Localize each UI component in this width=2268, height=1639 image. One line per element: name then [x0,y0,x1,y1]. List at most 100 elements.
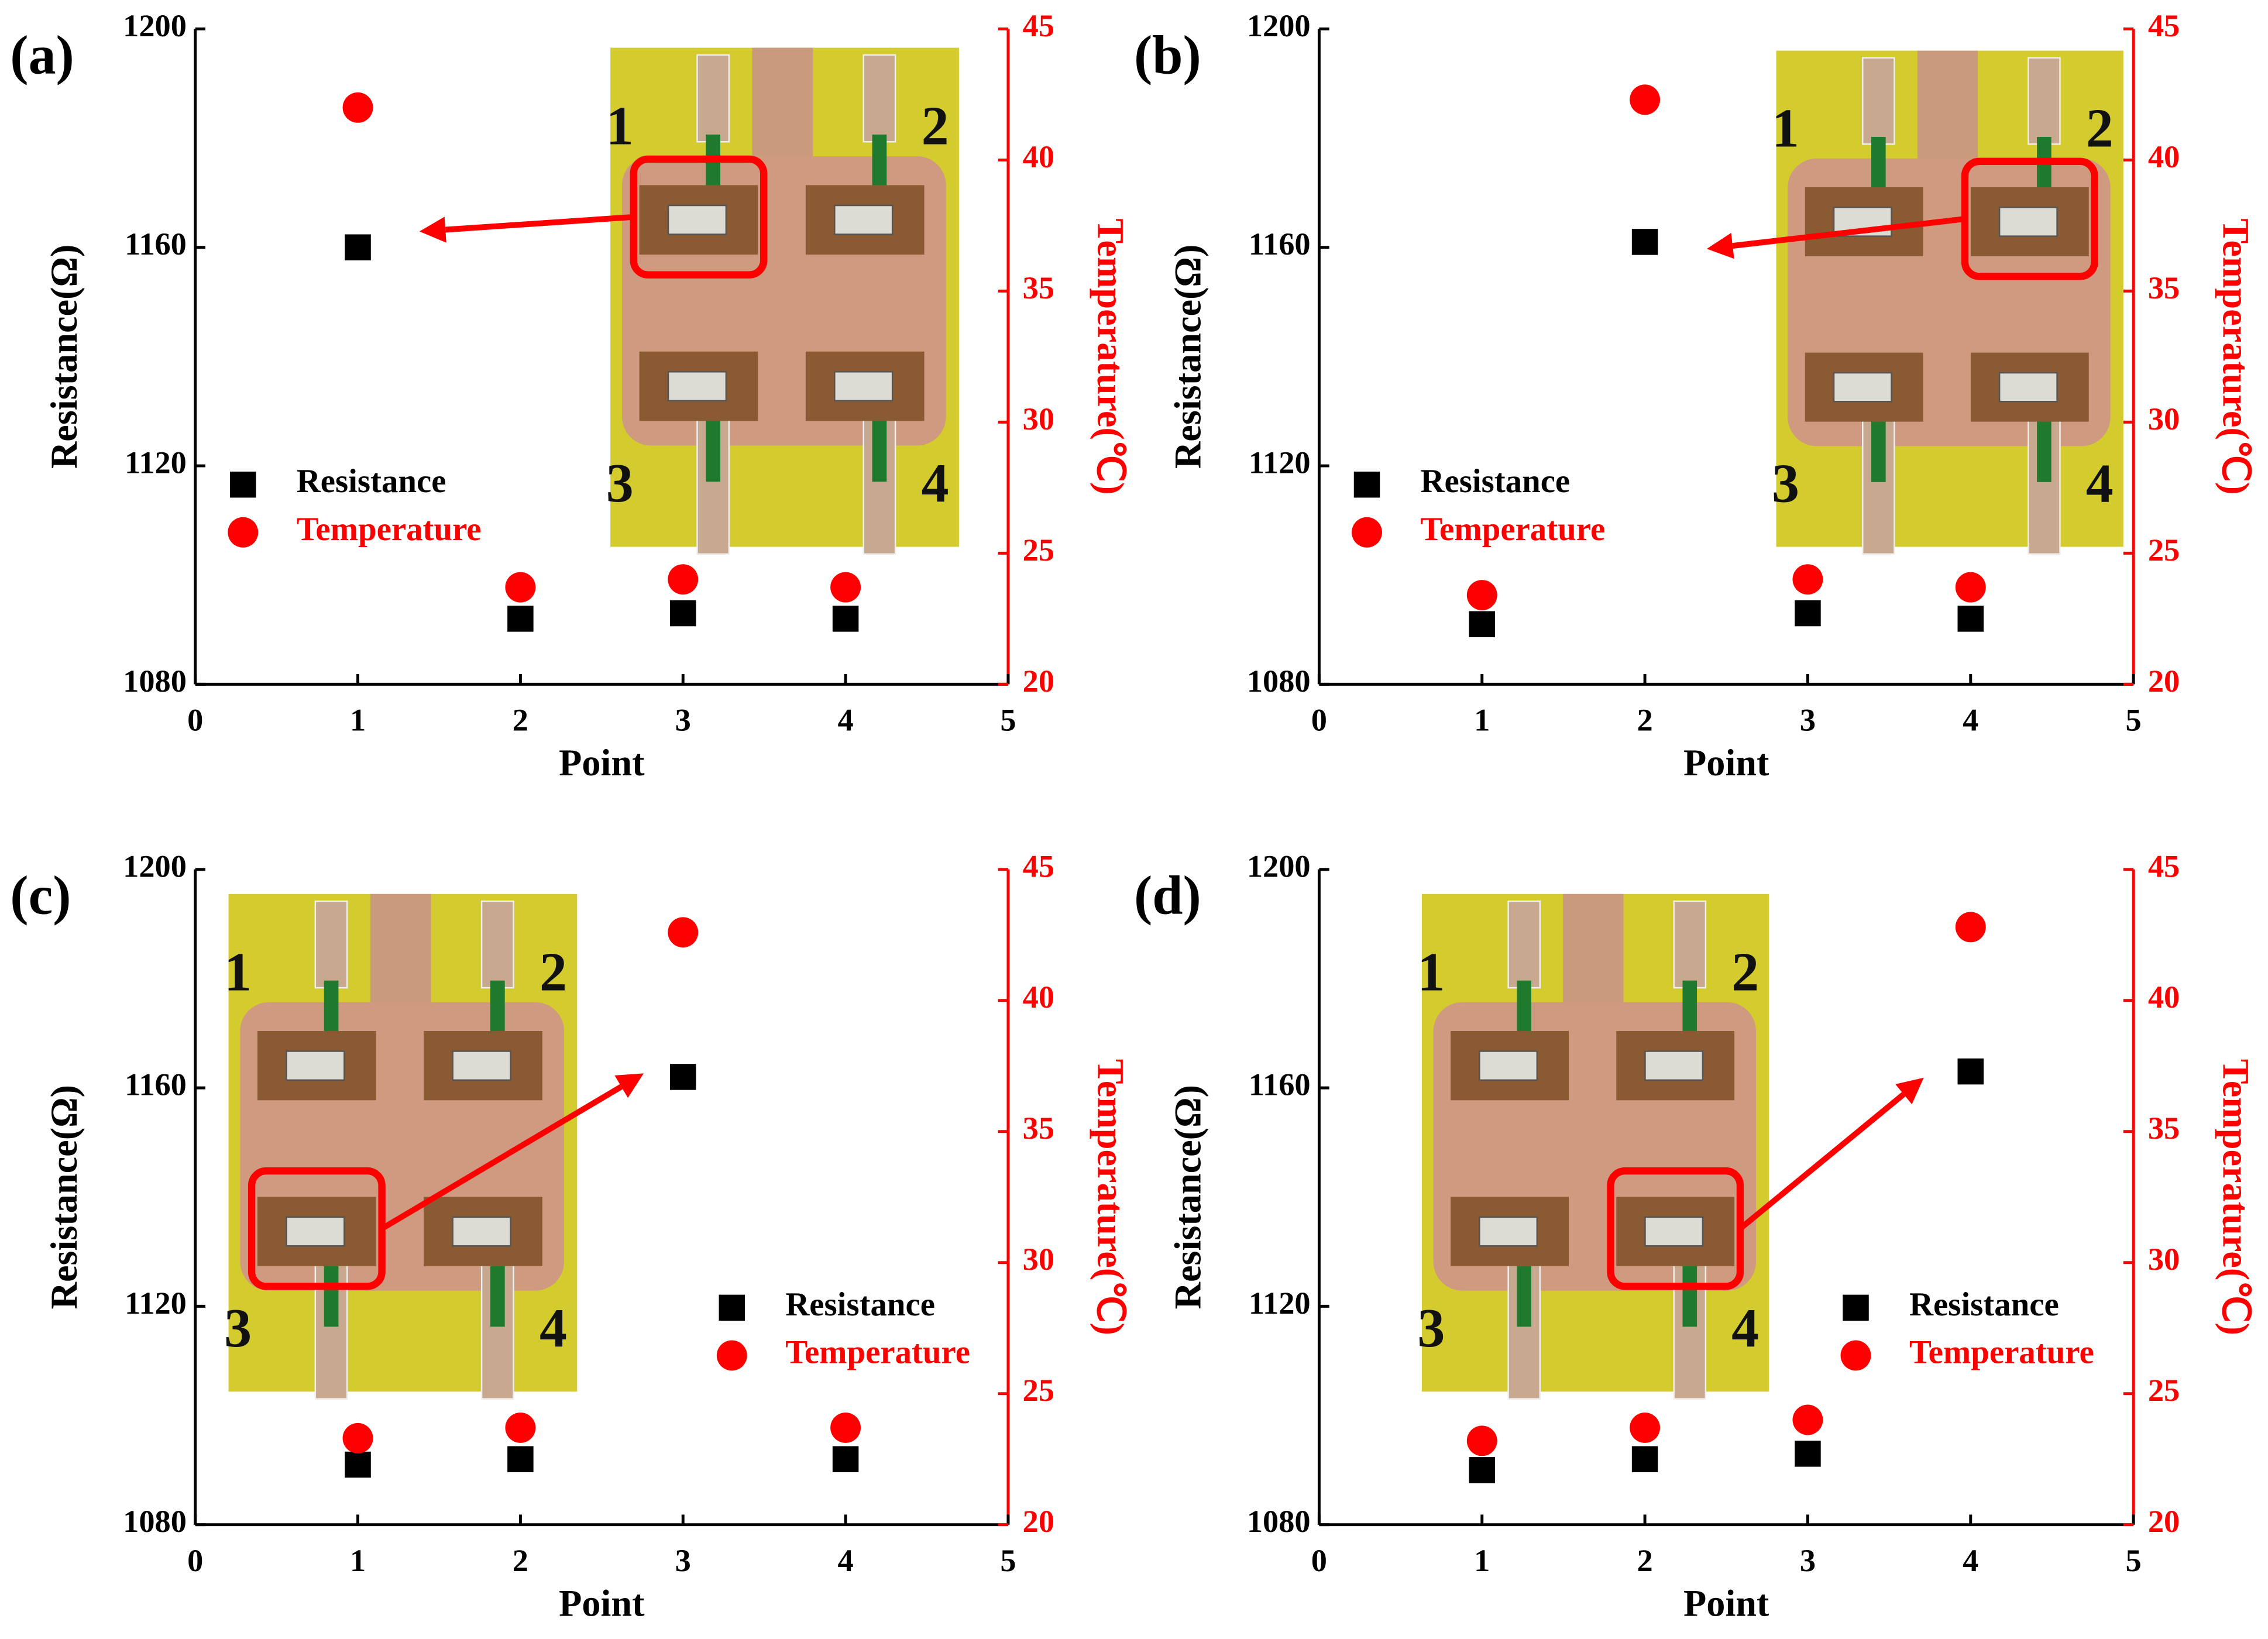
data-point [1957,606,1984,632]
inset-sensor [1479,1050,1538,1081]
inset-label: 2 [2086,98,2114,159]
y-tick-label: 1120 [1249,445,1311,480]
arrow [380,1084,623,1231]
inset-lead [314,900,348,989]
legend-label: Temperature [785,1334,970,1370]
legend-label: Resistance [785,1286,935,1323]
arrow [445,214,634,233]
data-point [1469,611,1495,637]
y2-tick-label: 40 [1023,139,1054,174]
x-tick-label: 4 [1963,703,1978,738]
legend-marker [719,1294,745,1321]
inset-label: 2 [1731,942,1759,1002]
data-point [1630,1412,1661,1443]
inset-label: 1 [606,96,634,157]
legend-label: Resistance [1420,463,1570,500]
inset-label: 4 [1731,1298,1759,1359]
inset-sensor [1998,372,2058,403]
inset-sensor [1998,207,2058,237]
legend-marker [1843,1294,1869,1321]
x-tick-label: 2 [513,703,528,738]
inset-sensor [834,204,894,235]
data-point [345,234,371,260]
inset-sensor [286,1216,345,1247]
y2-tick-label: 20 [1023,664,1054,699]
inset-sensor [1479,1216,1538,1247]
inset-lead [2028,57,2061,145]
highlight-box [630,155,768,279]
data-point [668,564,699,595]
data-point [670,600,696,627]
y-tick-label: 1200 [1247,848,1311,884]
inset-label: 3 [1417,1298,1445,1359]
inset-lead [862,54,896,143]
legend-label: Temperature [297,511,482,548]
y2-tick-label: 30 [1023,401,1054,437]
x-tick-label: 4 [1963,1543,1978,1578]
y2-tick-label: 40 [2148,980,2180,1015]
data-point [830,1412,861,1443]
inset-lead [696,54,730,143]
x-tick-label: 5 [2126,1543,2142,1578]
y-tick-label: 1200 [123,848,187,884]
y2-tick-label: 25 [2148,1373,2180,1408]
panel-label: (b) [1134,25,1201,85]
inset-label: 1 [1417,942,1445,1002]
arrow-head [614,1073,644,1098]
inset-sensor [834,371,894,402]
x-tick-label: 0 [1311,703,1327,738]
y2-axis-label: Temperature(℃) [1090,218,1131,494]
data-point [505,572,536,603]
x-tick-label: 2 [1637,703,1652,738]
inset-sensor [667,204,727,235]
arrow-head [1895,1077,1924,1105]
inset-label: 3 [224,1298,252,1359]
inset-label: 1 [224,942,252,1002]
x-axis-label: Point [559,1582,645,1624]
legend-marker [230,471,256,498]
x-tick-label: 4 [838,1543,854,1578]
inset-label: 4 [2086,453,2114,514]
data-point [342,1422,373,1454]
data-point [1466,1425,1497,1456]
y-tick-label: 1080 [1247,664,1311,699]
y-tick-label: 1080 [123,1504,187,1539]
y2-tick-label: 20 [1023,1504,1054,1539]
y2-axis-label: Temperature(℃) [2215,1059,2256,1335]
panel-label: (d) [1134,865,1201,926]
x-tick-label: 1 [350,703,366,738]
data-point [1630,84,1661,115]
legend-marker [716,1340,747,1371]
y2-tick-label: 25 [2148,532,2180,568]
y-tick-label: 1200 [123,8,187,43]
y-axis-label: Resistance(Ω) [43,245,85,469]
y2-tick-label: 30 [2148,1242,2180,1277]
legend-label: Temperature [1909,1334,2094,1370]
inset-label: 2 [922,96,949,157]
y2-tick-label: 20 [2148,664,2180,699]
y2-tick-label: 35 [2148,270,2180,305]
inset-sensor [1644,1050,1704,1081]
data-point [507,1446,534,1472]
inset-label: 2 [539,942,567,1002]
y-axis-label: Resistance(Ω) [1167,1085,1209,1309]
data-point [1792,1404,1823,1435]
x-tick-label: 4 [838,703,854,738]
inset-lead [1862,57,1895,145]
legend-label: Resistance [1909,1286,2059,1323]
x-tick-label: 0 [1311,1543,1327,1578]
y-axis-label: Resistance(Ω) [43,1085,85,1309]
y2-tick-label: 45 [2148,848,2180,884]
data-point [668,917,699,948]
data-point [670,1064,696,1090]
x-axis-label: Point [559,742,645,784]
x-tick-label: 3 [1800,703,1816,738]
x-tick-label: 5 [1000,1543,1016,1578]
arrow [1732,216,1965,249]
inset-sensor [286,1050,345,1081]
inset-lead [1507,900,1541,989]
arrow-head [419,217,446,243]
y2-tick-label: 35 [1023,1111,1054,1146]
